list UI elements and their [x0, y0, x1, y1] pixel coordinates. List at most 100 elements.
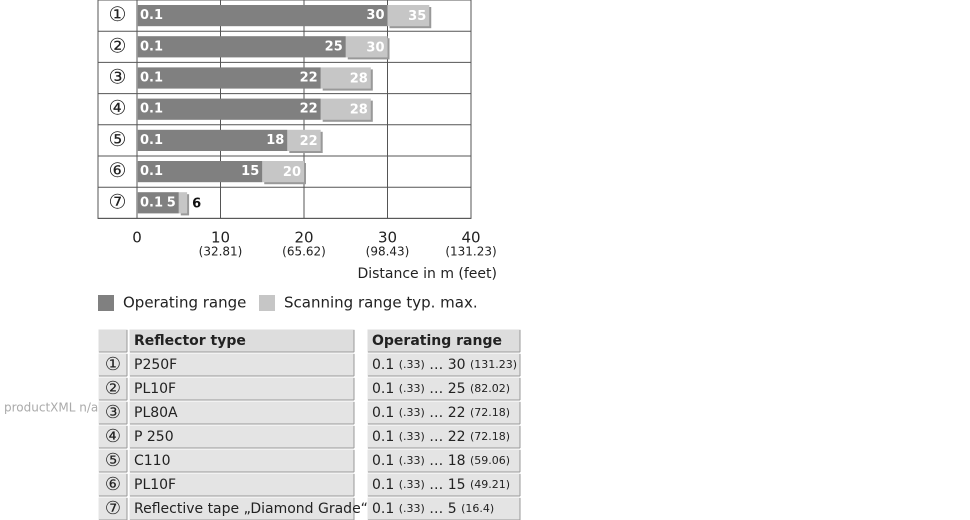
start-label: 0.1 [140, 102, 163, 117]
table-cell [366, 400, 522, 426]
reflector-type: PL10F [134, 477, 176, 493]
row-label: ⑦ [109, 189, 127, 213]
scan-bar [178, 192, 188, 214]
operating-range: 0.1 (.33) … 30 (131.23) [372, 357, 517, 373]
table-cell [97, 448, 129, 474]
start-label: 0.1 [140, 133, 163, 148]
range-part: (.33) [399, 478, 425, 491]
scan-bar [262, 161, 304, 183]
range-part: 0.1 [372, 429, 399, 445]
range-part: 0.1 [372, 405, 399, 421]
range-part: … 22 [425, 429, 470, 445]
range-part: (131.23) [470, 358, 517, 371]
scan-label: 35 [408, 9, 426, 24]
table-header: Reflector type [134, 333, 246, 349]
start-label: 0.1 [140, 164, 163, 179]
reflector-type: PL80A [134, 405, 178, 421]
range-part: 0.1 [372, 357, 399, 373]
reflector-type: P250F [134, 357, 177, 373]
table-cell [128, 352, 356, 378]
operating-label: 22 [300, 102, 318, 117]
operating-range: 0.1 (.33) … 5 (16.4) [372, 501, 494, 517]
operating-range: 0.1 (.33) … 18 (59.06) [372, 453, 510, 469]
legend-label: Scanning range typ. max. [284, 294, 478, 312]
range-part: … 18 [425, 453, 470, 469]
range-part: (59.06) [470, 454, 510, 467]
x-tick-sublabel: (98.43) [366, 245, 410, 259]
x-tick-label: 30 [378, 229, 397, 247]
operating-range: 0.1 (.33) … 22 (72.18) [372, 405, 510, 421]
range-part: (.33) [399, 406, 425, 419]
range-part: 0.1 [372, 477, 399, 493]
row-marker: ② [105, 378, 121, 399]
operating-label: 5 [167, 195, 176, 210]
range-part: … 22 [425, 405, 470, 421]
range-part: (82.02) [470, 382, 510, 395]
x-tick-sublabel: (65.62) [282, 245, 326, 259]
table-cell [366, 496, 522, 520]
row-marker: ① [105, 354, 121, 375]
table-cell [97, 376, 129, 402]
scan-label: 28 [350, 72, 368, 87]
operating-bar [137, 192, 179, 214]
range-part: (72.18) [470, 406, 510, 419]
table-cell [97, 328, 129, 354]
range-part: (.33) [399, 358, 425, 371]
range-part: (72.18) [470, 430, 510, 443]
range-part: … 15 [425, 477, 470, 493]
row-label: ⑤ [109, 127, 127, 151]
range-part: (16.4) [461, 502, 494, 515]
x-tick-label: 40 [461, 229, 480, 247]
legend-label: Operating range [123, 294, 246, 312]
operating-label: 15 [241, 164, 259, 179]
range-part: (.33) [399, 454, 425, 467]
table-cell [128, 400, 356, 426]
start-label: 0.1 [140, 39, 163, 54]
range-part: (.33) [399, 502, 425, 515]
start-label: 0.1 [140, 195, 163, 210]
operating-label: 18 [266, 133, 284, 148]
table-header: Operating range [372, 333, 502, 349]
operating-bar [137, 67, 321, 89]
x-tick-label: 0 [132, 229, 142, 247]
table-cell [128, 376, 356, 402]
range-part: 0.1 [372, 381, 399, 397]
reflector-type: PL10F [134, 381, 176, 397]
legend-swatch [98, 295, 114, 311]
table-cell [366, 472, 522, 498]
range-part: (.33) [399, 430, 425, 443]
operating-bar [137, 161, 263, 183]
row-label: ⑥ [109, 158, 127, 182]
range-part: 0.1 [372, 501, 399, 517]
range-part: … 30 [425, 357, 470, 373]
operating-label: 30 [366, 8, 384, 23]
table-cell [128, 496, 356, 520]
scan-bar [345, 36, 388, 58]
table-cell [97, 496, 129, 520]
table-cell [128, 328, 356, 354]
scan-bar [387, 5, 430, 27]
table-cell [128, 424, 356, 450]
table-cell [128, 472, 356, 498]
row-marker: ⑥ [105, 474, 121, 495]
row-label: ① [109, 2, 127, 26]
table-cell [97, 352, 129, 378]
table-cell [97, 472, 129, 498]
scan-label: 6 [192, 196, 201, 211]
table-cell [366, 376, 522, 402]
plot-frame [97, 0, 472, 219]
operating-bar [137, 36, 346, 58]
range-part: … 5 [425, 501, 461, 517]
scan-label: 30 [366, 40, 384, 55]
start-label: 0.1 [140, 71, 163, 86]
legend-swatch [259, 295, 275, 311]
row-label: ② [109, 33, 127, 57]
row-marker: ⑦ [105, 498, 121, 519]
x-tick-label: 20 [294, 229, 313, 247]
operating-range: 0.1 (.33) … 22 (72.18) [372, 429, 510, 445]
reflector-type: C110 [134, 453, 171, 469]
range-part: (49.21) [470, 478, 510, 491]
operating-label: 22 [300, 71, 318, 86]
table-cell [366, 328, 522, 354]
